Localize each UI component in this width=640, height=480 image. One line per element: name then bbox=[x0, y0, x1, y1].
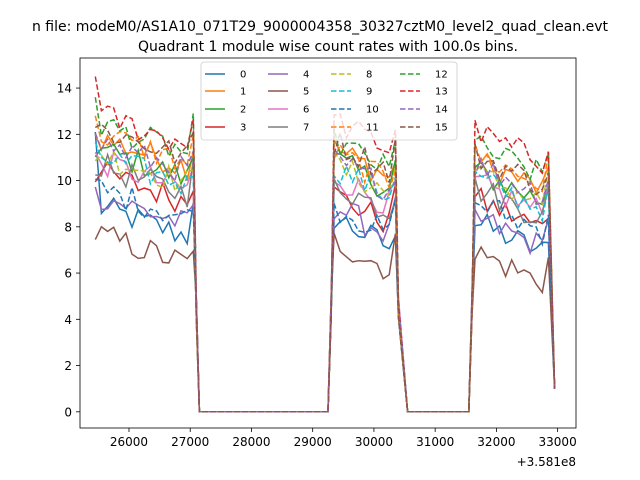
x-tick-label: 32000 bbox=[477, 435, 515, 449]
chart-title: Quadrant 1 module wise count rates with … bbox=[138, 39, 518, 55]
figure-suptitle: n file: modeM0/AS1A10_071T29_9000004358_… bbox=[32, 19, 609, 35]
legend-label-11: 11 bbox=[366, 123, 379, 134]
x-tick-label: 30000 bbox=[355, 435, 393, 449]
x-tick-label: 33000 bbox=[539, 435, 577, 449]
legend-box bbox=[200, 61, 458, 141]
series-line-7 bbox=[95, 152, 556, 413]
y-tick-label: 10 bbox=[57, 174, 72, 188]
legend-label-14: 14 bbox=[435, 105, 448, 116]
y-tick-label: 2 bbox=[64, 359, 72, 373]
legend-label-13: 13 bbox=[435, 87, 448, 98]
series-line-3 bbox=[94, 160, 556, 413]
series-line-6 bbox=[94, 150, 556, 413]
legend-label-12: 12 bbox=[435, 70, 448, 81]
x-tick-label: 27000 bbox=[171, 435, 209, 449]
y-tick-label: 8 bbox=[64, 220, 72, 234]
legend-label-6: 6 bbox=[303, 105, 309, 116]
x-tick-label: 28000 bbox=[232, 435, 270, 449]
series-line-12 bbox=[94, 97, 556, 413]
y-tick-label: 14 bbox=[57, 82, 72, 96]
legend-label-3: 3 bbox=[240, 123, 246, 134]
series-line-5 bbox=[94, 225, 556, 413]
legend-label-15: 15 bbox=[435, 123, 448, 134]
legend-label-8: 8 bbox=[366, 70, 372, 81]
legend-label-10: 10 bbox=[366, 105, 379, 116]
y-tick-label: 12 bbox=[57, 128, 72, 142]
series-line-15 bbox=[94, 123, 556, 413]
series-line-11 bbox=[94, 115, 556, 413]
legend-label-4: 4 bbox=[303, 70, 309, 81]
series-line-4 bbox=[94, 186, 556, 413]
y-tick-label: 0 bbox=[64, 405, 72, 419]
legend-label-5: 5 bbox=[303, 87, 309, 98]
y-axis: 0 2 4 6 8 10 12 14 bbox=[57, 82, 80, 419]
y-tick-label: 6 bbox=[64, 267, 72, 281]
series-line-1 bbox=[94, 133, 556, 413]
legend-label-1: 1 bbox=[240, 87, 246, 98]
series-line-10 bbox=[95, 178, 556, 413]
legend-label-9: 9 bbox=[366, 87, 372, 98]
y-tick-label: 4 bbox=[64, 313, 72, 327]
x-tick-label: 31000 bbox=[416, 435, 454, 449]
legend-label-2: 2 bbox=[240, 105, 246, 116]
legend-label-0: 0 bbox=[240, 70, 246, 81]
x-axis: 26000 27000 28000 29000 30000 31000 32000 33000 bbox=[110, 428, 577, 449]
x-tick-label: 26000 bbox=[110, 435, 148, 449]
series-line-8 bbox=[94, 149, 556, 413]
plot-area bbox=[94, 76, 556, 413]
legend-label-7: 7 bbox=[303, 123, 309, 134]
x-offset-label: +3.581e8 bbox=[517, 455, 576, 469]
axes-frame bbox=[79, 57, 577, 429]
x-tick-label: 29000 bbox=[294, 435, 332, 449]
